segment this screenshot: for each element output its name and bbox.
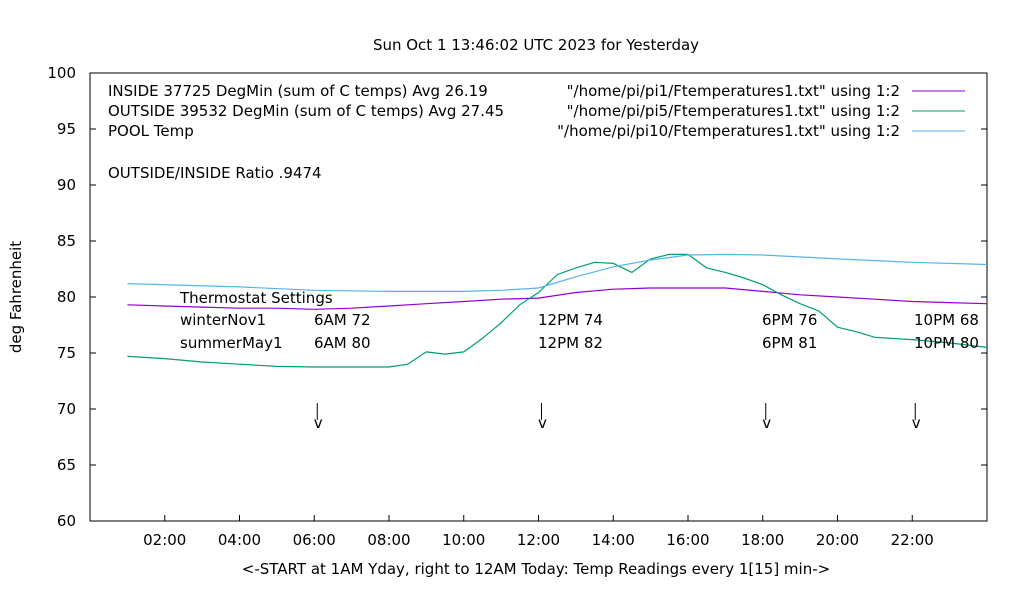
y-tick-label: 100 bbox=[47, 64, 76, 82]
series-line-1 bbox=[127, 253, 988, 368]
ratio-label: OUTSIDE/INSIDE Ratio .9474 bbox=[108, 164, 322, 182]
arrow-head: v bbox=[912, 414, 921, 432]
thermostat-setting: 6AM 72 bbox=[314, 311, 371, 329]
y-tick-label: 70 bbox=[57, 400, 76, 418]
y-tick-label: 90 bbox=[57, 176, 76, 194]
x-tick-label: 10:00 bbox=[442, 531, 485, 549]
arrow-head: v bbox=[538, 414, 547, 432]
x-tick-label: 04:00 bbox=[218, 531, 261, 549]
legend-source: "/home/pi/pi1/Ftemperatures1.txt" using … bbox=[567, 82, 900, 100]
x-tick-label: 20:00 bbox=[816, 531, 859, 549]
thermostat-setting: 12PM 74 bbox=[538, 311, 603, 329]
y-tick-label: 85 bbox=[57, 232, 76, 250]
legend-name: POOL Temp bbox=[108, 122, 194, 140]
y-tick-label: 60 bbox=[57, 512, 76, 530]
series-line-2 bbox=[127, 253, 988, 292]
x-tick-label: 12:00 bbox=[517, 531, 560, 549]
x-tick-label: 18:00 bbox=[741, 531, 784, 549]
legend-name: INSIDE 37725 DegMin (sum of C temps) Avg… bbox=[108, 82, 488, 100]
x-axis-label: <-START at 1AM Yday, right to 12AM Today… bbox=[242, 560, 830, 578]
x-tick-label: 14:00 bbox=[592, 531, 635, 549]
thermostat-title: Thermostat Settings bbox=[179, 289, 333, 307]
legend-name: OUTSIDE 39532 DegMin (sum of C temps) Av… bbox=[108, 102, 504, 120]
thermostat-setting: 6PM 81 bbox=[762, 334, 817, 352]
x-tick-label: 02:00 bbox=[143, 531, 186, 549]
thermostat-setting: 6AM 80 bbox=[314, 334, 371, 352]
y-tick-label: 75 bbox=[57, 344, 76, 362]
thermostat-setting: 6PM 76 bbox=[762, 311, 817, 329]
x-tick-label: 16:00 bbox=[666, 531, 709, 549]
x-tick-label: 08:00 bbox=[367, 531, 410, 549]
x-tick-label: 22:00 bbox=[891, 531, 934, 549]
x-tick-label: 06:00 bbox=[293, 531, 336, 549]
y-tick-label: 65 bbox=[57, 456, 76, 474]
thermostat-setting: 12PM 82 bbox=[538, 334, 603, 352]
legend-source: "/home/pi/pi5/Ftemperatures1.txt" using … bbox=[567, 102, 900, 120]
series-line-0 bbox=[127, 287, 988, 310]
thermostat-row-label: winterNov1 bbox=[180, 311, 266, 329]
thermostat-setting: 10PM 68 bbox=[914, 311, 979, 329]
chart-title: Sun Oct 1 13:46:02 UTC 2023 for Yesterda… bbox=[373, 36, 699, 54]
thermostat-setting: 10PM 80 bbox=[914, 334, 979, 352]
arrow-head: v bbox=[762, 414, 771, 432]
thermostat-row-label: summerMay1 bbox=[180, 334, 283, 352]
y-tick-label: 95 bbox=[57, 120, 76, 138]
legend-source: "/home/pi/pi10/Ftemperatures1.txt" using… bbox=[557, 122, 900, 140]
arrow-head: v bbox=[314, 414, 323, 432]
y-tick-label: 80 bbox=[57, 288, 76, 306]
y-axis-label: deg Fahrenheit bbox=[7, 241, 25, 353]
